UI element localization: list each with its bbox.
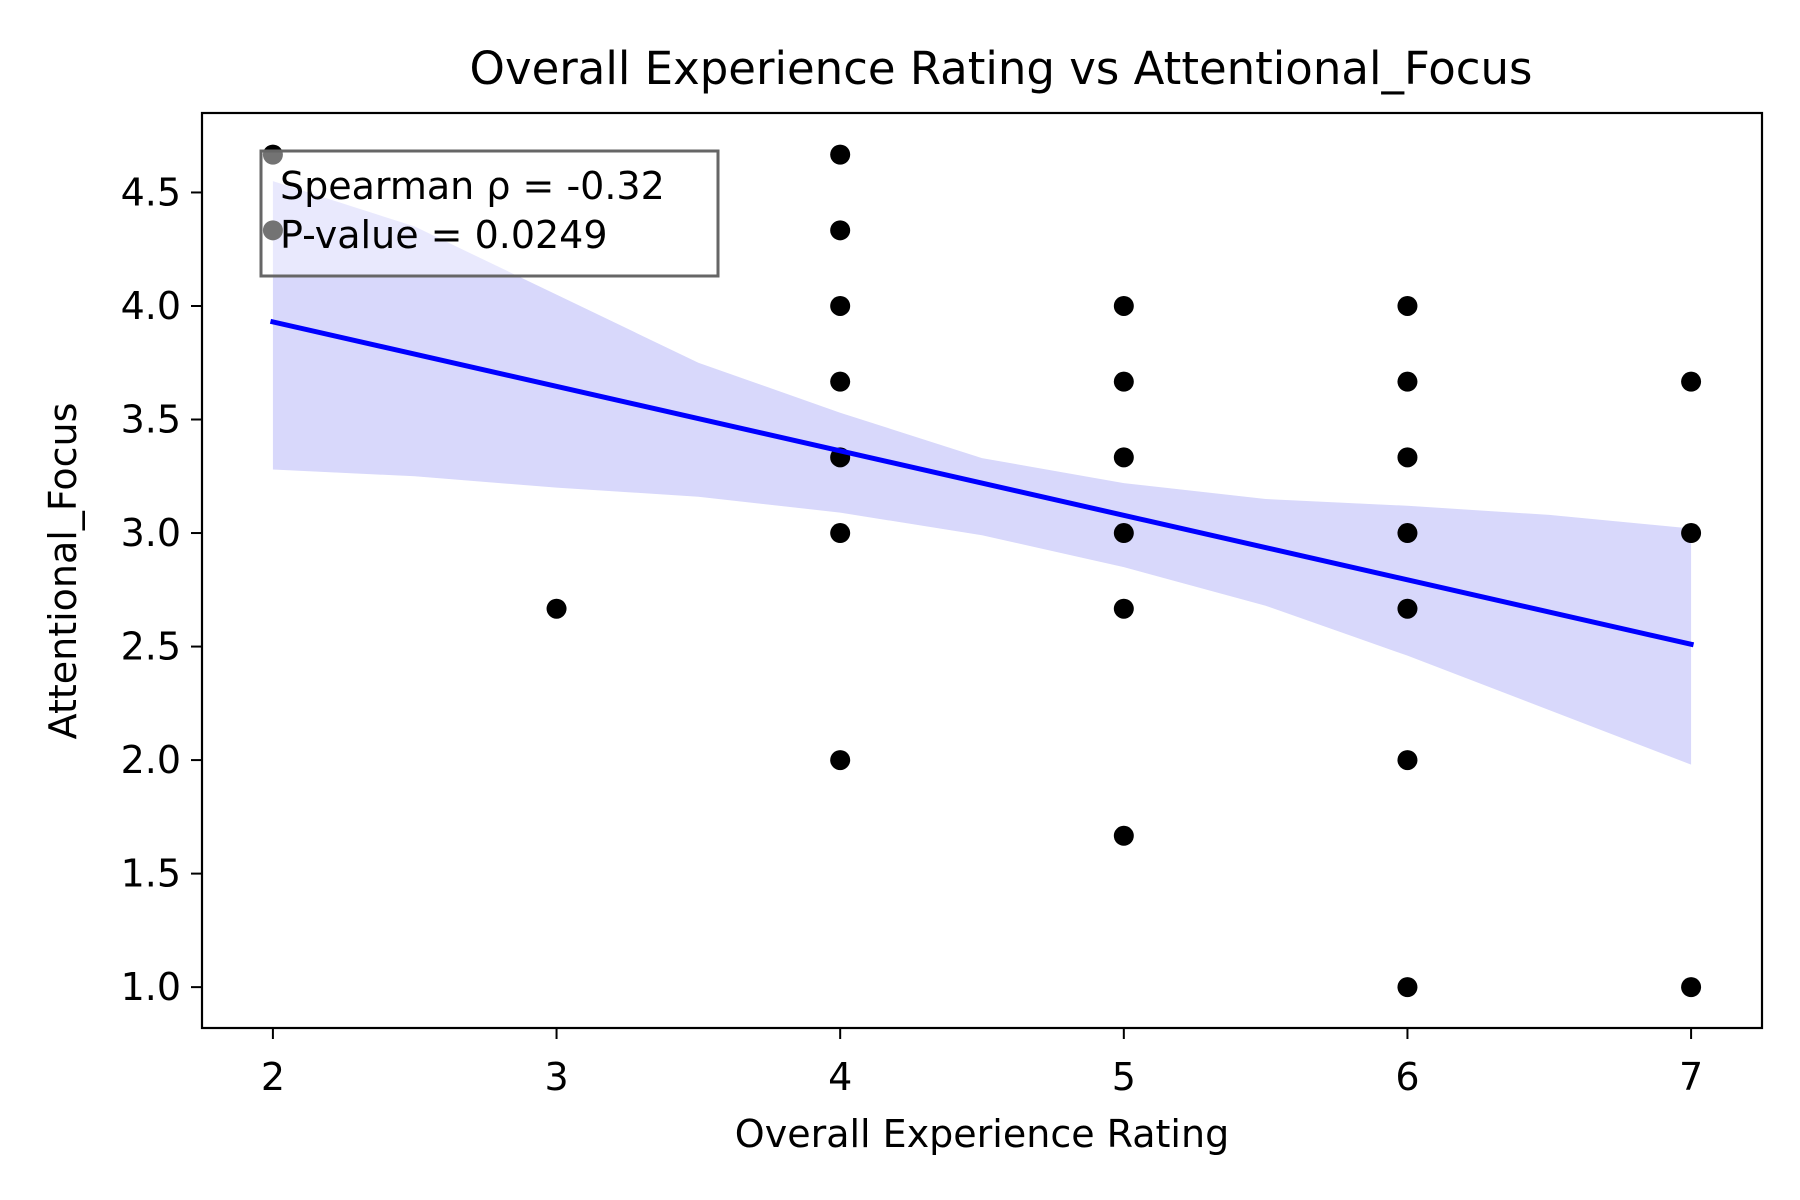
data-point [1397, 447, 1418, 468]
data-point [1397, 977, 1418, 998]
confidence-band [272, 181, 1692, 765]
annotation-p-value: P-value = 0.0249 [280, 213, 608, 257]
x-tick-label: 6 [1395, 1055, 1419, 1099]
x-axis-label: Overall Experience Rating [735, 1112, 1229, 1156]
y-tick-label: 2.0 [121, 738, 181, 782]
x-tick-label: 5 [1112, 1055, 1136, 1099]
data-point [1681, 977, 1702, 998]
data-point [830, 220, 851, 241]
annotation-frame [259, 149, 720, 278]
data-point [1397, 523, 1418, 544]
data-point [1113, 371, 1134, 392]
y-tick-label: 4.5 [121, 170, 181, 214]
data-point [830, 750, 851, 771]
data-point [830, 371, 851, 392]
data-point [1397, 295, 1418, 316]
data-point [1681, 371, 1702, 392]
data-point [830, 295, 851, 316]
data-point [1113, 447, 1134, 468]
data-point [1113, 295, 1134, 316]
data-point [1397, 598, 1418, 619]
plot-frame [200, 111, 1764, 1030]
x-axis-ticks: 2 3 4 5 6 7 [261, 1028, 1703, 1099]
annotation-spearman: Spearman ρ = -0.32 [280, 164, 665, 208]
x-tick-label: 2 [261, 1055, 285, 1099]
data-point [1113, 523, 1134, 544]
y-tick-label: 4.0 [121, 284, 181, 328]
data-point [1113, 825, 1134, 846]
chart-title: Overall Experience Rating vs Attentional… [470, 42, 1533, 95]
data-point [1681, 523, 1702, 544]
plot-layer [262, 144, 1702, 998]
y-tick-label: 1.5 [121, 852, 181, 896]
y-tick-label: 1.0 [121, 965, 181, 1009]
y-axis-label: Attentional_Focus [41, 403, 85, 740]
data-point [830, 523, 851, 544]
y-tick-label: 2.5 [121, 625, 181, 669]
data-point [1397, 750, 1418, 771]
data-point [1113, 598, 1134, 619]
y-tick-label: 3.5 [121, 398, 181, 442]
y-tick-label: 3.0 [121, 511, 181, 555]
x-tick-label: 3 [544, 1055, 568, 1099]
data-point [546, 598, 567, 619]
regression-line [269, 318, 1695, 648]
x-tick-label: 4 [828, 1055, 852, 1099]
data-point [830, 144, 851, 165]
y-axis-ticks: 1.0 1.5 2.0 2.5 3.0 3.5 4.0 4.5 [121, 170, 202, 1009]
x-tick-label: 7 [1679, 1055, 1703, 1099]
data-point [262, 220, 283, 241]
annotation-box: Spearman ρ = -0.32 P-value = 0.0249 [259, 149, 720, 278]
data-point [1397, 371, 1418, 392]
